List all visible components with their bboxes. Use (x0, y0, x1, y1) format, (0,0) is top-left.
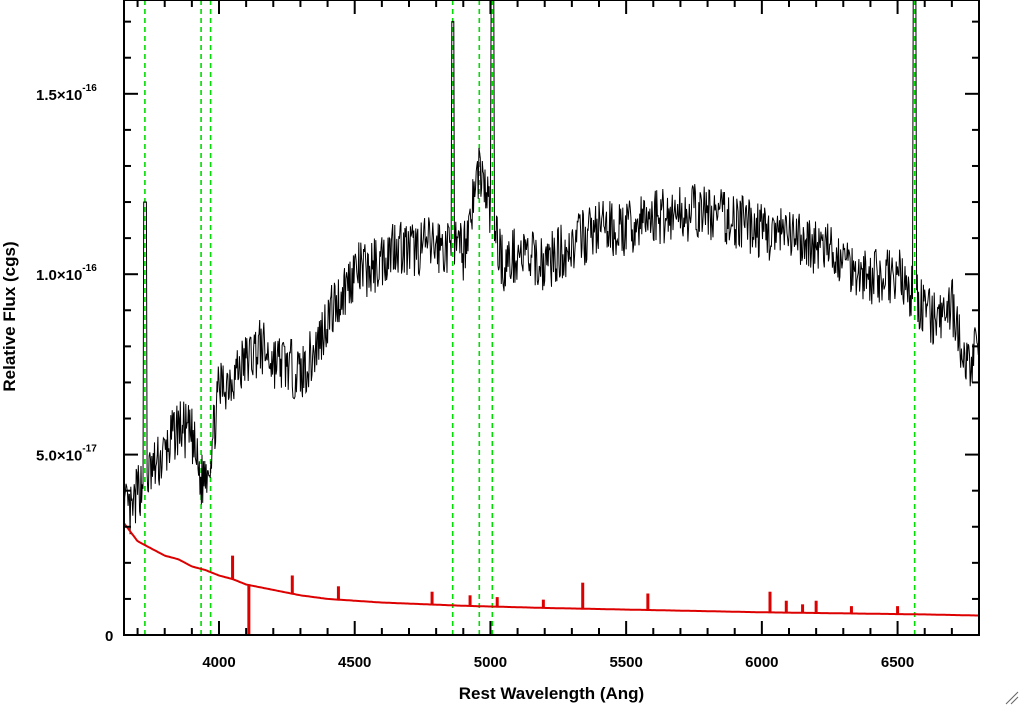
y-tick-label: 1.0×10-16 (36, 263, 97, 284)
y-tick-label: 0 (105, 628, 113, 645)
x-tick-label: 4500 (338, 654, 371, 671)
axis-ticks (124, 0, 980, 636)
y-tick-label: 1.5×10-16 (36, 83, 97, 104)
x-tick-label: 6500 (881, 654, 914, 671)
x-tick-label: 5500 (609, 654, 642, 671)
observed-spectrum-line (123, 0, 980, 538)
x-tick-label: 5000 (474, 654, 507, 671)
model-line-spikes (231, 555, 900, 635)
y-tick-exponent: -17 (82, 444, 97, 455)
plot-frame (123, 0, 980, 636)
y-tick-exponent: -16 (82, 83, 97, 94)
y-tick-labels: 0 5.0×10-17 1.0×10-16 1.5×10-16 (36, 83, 113, 645)
x-tick-labels: 4000 4500 5000 5500 6000 6500 (202, 654, 914, 671)
y-tick-exponent: -16 (82, 263, 97, 274)
x-tick-label: 6000 (745, 654, 778, 671)
model-continuum-line (123, 522, 979, 617)
y-axis-label: Relative Flux (cgs) (0, 241, 19, 391)
emission-line-markers (144, 0, 916, 635)
x-axis-label: Rest Wavelength (Ang) (459, 684, 644, 703)
x-tick-label: 4000 (202, 654, 235, 671)
series-layer (123, 0, 980, 617)
y-tick-label: 5.0×10-17 (36, 444, 97, 465)
resize-grip-icon[interactable] (1005, 691, 1019, 705)
